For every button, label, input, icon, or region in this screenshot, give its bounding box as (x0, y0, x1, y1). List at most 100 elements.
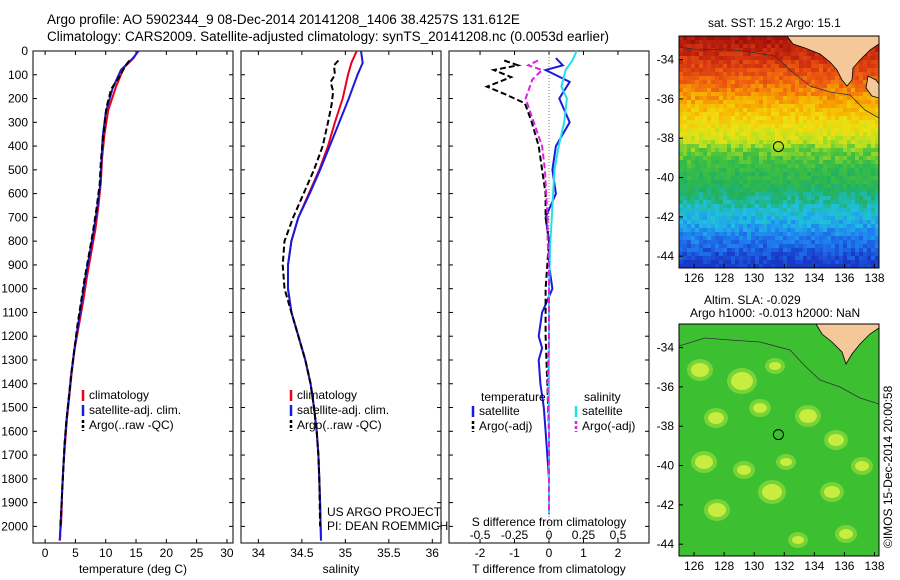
x-tick-label: 20 (160, 546, 174, 560)
x-tick-label: 25 (190, 546, 204, 560)
x-tick-label: 34.5 (290, 546, 314, 560)
y-tick-label: 400 (8, 139, 28, 153)
lon-tick-label: 126 (684, 271, 704, 285)
x-tick-label: 5 (72, 546, 79, 560)
argo-location-marker (772, 429, 784, 441)
y-tick-label: 500 (8, 163, 28, 177)
lon-tick-label: 134 (804, 559, 824, 573)
legend-label: satellite-adj. clim. (89, 403, 181, 417)
lat-tick-label: -44 (657, 249, 675, 263)
y-tick-label: 1400 (1, 377, 28, 391)
lat-tick-label: -34 (657, 341, 675, 355)
y-tick-label: 800 (8, 234, 28, 248)
x-tick-label: -2 (475, 546, 486, 560)
y-tick-label: 200 (8, 92, 28, 106)
lon-tick-label: 136 (834, 271, 854, 285)
land-mass (786, 36, 879, 87)
difference-profile-panel: -2 -1 0 1 2 T difference from climatology -0.5… (448, 50, 650, 576)
legend-label: satellite-adj. clim. (297, 403, 389, 417)
x-axis-label: temperature (deg C) (79, 562, 187, 576)
series-line-argo-raw-qc- (281, 59, 340, 527)
bathymetry-contour (679, 46, 879, 119)
lat-tick-label: -36 (657, 92, 675, 106)
lat-tick-label: -44 (657, 537, 675, 551)
legend-label: satellite (479, 404, 520, 418)
x-tick-label: 0 (546, 546, 553, 560)
argo-height-title: Argo h1000: -0.013 h2000: NaN (690, 306, 860, 320)
lon-tick-label: 138 (864, 271, 884, 285)
y-tick-label: 700 (8, 210, 28, 224)
x-tick-label: 30 (220, 546, 234, 560)
lat-tick-label: -38 (657, 419, 675, 433)
lat-tick-label: -38 (657, 131, 675, 145)
argo-location-marker (772, 141, 784, 153)
y-tick-label: 1900 (1, 496, 28, 510)
x-tick-label: 15 (129, 546, 143, 560)
lon-tick-label: 132 (774, 271, 794, 285)
land-mass (815, 324, 879, 365)
legend-label: Argo(..raw -QC) (297, 418, 382, 432)
y-tick-label: 900 (8, 258, 28, 272)
y-tick-label: 600 (8, 187, 28, 201)
legend-label: satellite (582, 404, 623, 418)
x-tick-label: 35.5 (377, 546, 401, 560)
x-axis-label: salinity (323, 562, 360, 576)
lat-tick-label: -42 (657, 210, 675, 224)
x-tick-label: 34 (252, 546, 266, 560)
x-tick-label: 35 (339, 546, 353, 560)
s-tick-label: 0.25 (572, 528, 596, 542)
sst-title: sat. SST: 15.2 Argo: 15.1 (708, 16, 841, 30)
x-tick-label: 0 (42, 546, 49, 560)
legend-label: Argo(-adj) (479, 419, 532, 433)
lon-tick-label: 134 (804, 271, 824, 285)
y-tick-label: 1600 (1, 424, 28, 438)
plot-area (32, 50, 234, 544)
legend-heading: salinity (584, 390, 621, 404)
y-tick-label: 1000 (1, 282, 28, 296)
sla-title: Altim. SLA: -0.029 (704, 293, 801, 307)
series-line-salinity-argo-adj- (524, 59, 550, 515)
x-tick-label: 1 (580, 546, 587, 560)
figure-title-line1: Argo profile: AO 5902344_9 08-Dec-2014 2… (47, 12, 520, 27)
y-tick-label: 0 (21, 44, 28, 58)
y-tick-label: 1100 (2, 305, 28, 319)
y-tick-label: 100 (8, 68, 28, 82)
y-tick-label: 1700 (1, 448, 28, 462)
y-tick-label: 300 (8, 115, 28, 129)
y-tick-label: 1500 (1, 401, 28, 415)
lon-tick-label: 126 (684, 559, 704, 573)
lon-tick-label: 130 (744, 271, 764, 285)
lon-tick-label: 132 (774, 559, 794, 573)
legend-label: Argo(-adj) (582, 419, 635, 433)
pi-label: PI: DEAN ROEMMICH (327, 519, 448, 533)
x-tick-label: 2 (615, 546, 622, 560)
plot-area (240, 50, 442, 544)
bathymetry-contour (679, 337, 879, 405)
salinity-profile-panel: 34 34.5 35 35.5 36 salinity climatologysatelli… (240, 50, 442, 576)
s-tick-label: 0.5 (610, 528, 627, 542)
s-tick-label: -0.5 (470, 528, 491, 542)
x-tick-label: 36 (426, 546, 440, 560)
series-line-temperature-argo-adj- (484, 59, 551, 515)
y-tick-label: 1800 (1, 472, 28, 486)
legend-heading: temperature (481, 390, 546, 404)
lon-tick-label: 138 (864, 559, 884, 573)
legend-label: climatology (89, 388, 149, 402)
x-tick-label: -1 (509, 546, 520, 560)
sst-map: 126 128 130 132 134 136 138 -34 -36 -38 -40 -42 -44 (657, 35, 885, 285)
sla-map: 126 128 130 132 134 136 138 -34 -36 -38 -40 -42 -44 (657, 323, 885, 573)
lon-tick-label: 136 (834, 559, 854, 573)
lat-tick-label: -42 (657, 498, 675, 512)
lat-tick-label: -34 (657, 53, 675, 67)
y-tick-label: 2000 (1, 519, 28, 533)
lat-tick-label: -36 (657, 380, 675, 394)
figure-title-line2: Climatology: CARS2009. Satellite-adjuste… (47, 29, 610, 44)
lon-tick-label: 128 (714, 271, 734, 285)
imos-credit: ©IMOS 15-Dec-2014 20:00:58 (881, 385, 895, 548)
island (865, 75, 879, 99)
y-tick-label: 1200 (1, 329, 28, 343)
s-tick-label: -0.25 (501, 528, 529, 542)
legend-label: climatology (297, 388, 357, 402)
series-line-temperature-satellite (537, 57, 572, 515)
